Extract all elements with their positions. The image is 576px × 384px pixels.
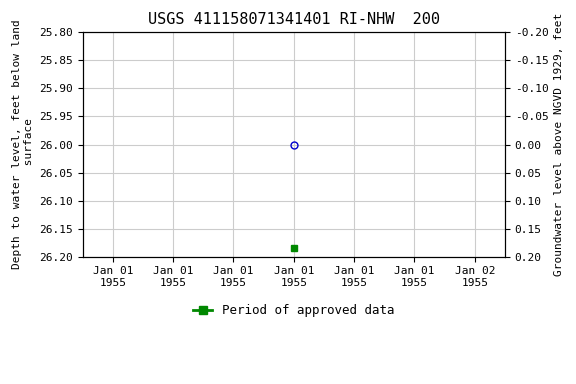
Title: USGS 411158071341401 RI-NHW  200: USGS 411158071341401 RI-NHW 200 (148, 12, 440, 27)
Y-axis label: Depth to water level, feet below land
 surface: Depth to water level, feet below land su… (12, 20, 33, 270)
Legend: Period of approved data: Period of approved data (188, 299, 399, 322)
Y-axis label: Groundwater level above NGVD 1929, feet: Groundwater level above NGVD 1929, feet (554, 13, 564, 276)
